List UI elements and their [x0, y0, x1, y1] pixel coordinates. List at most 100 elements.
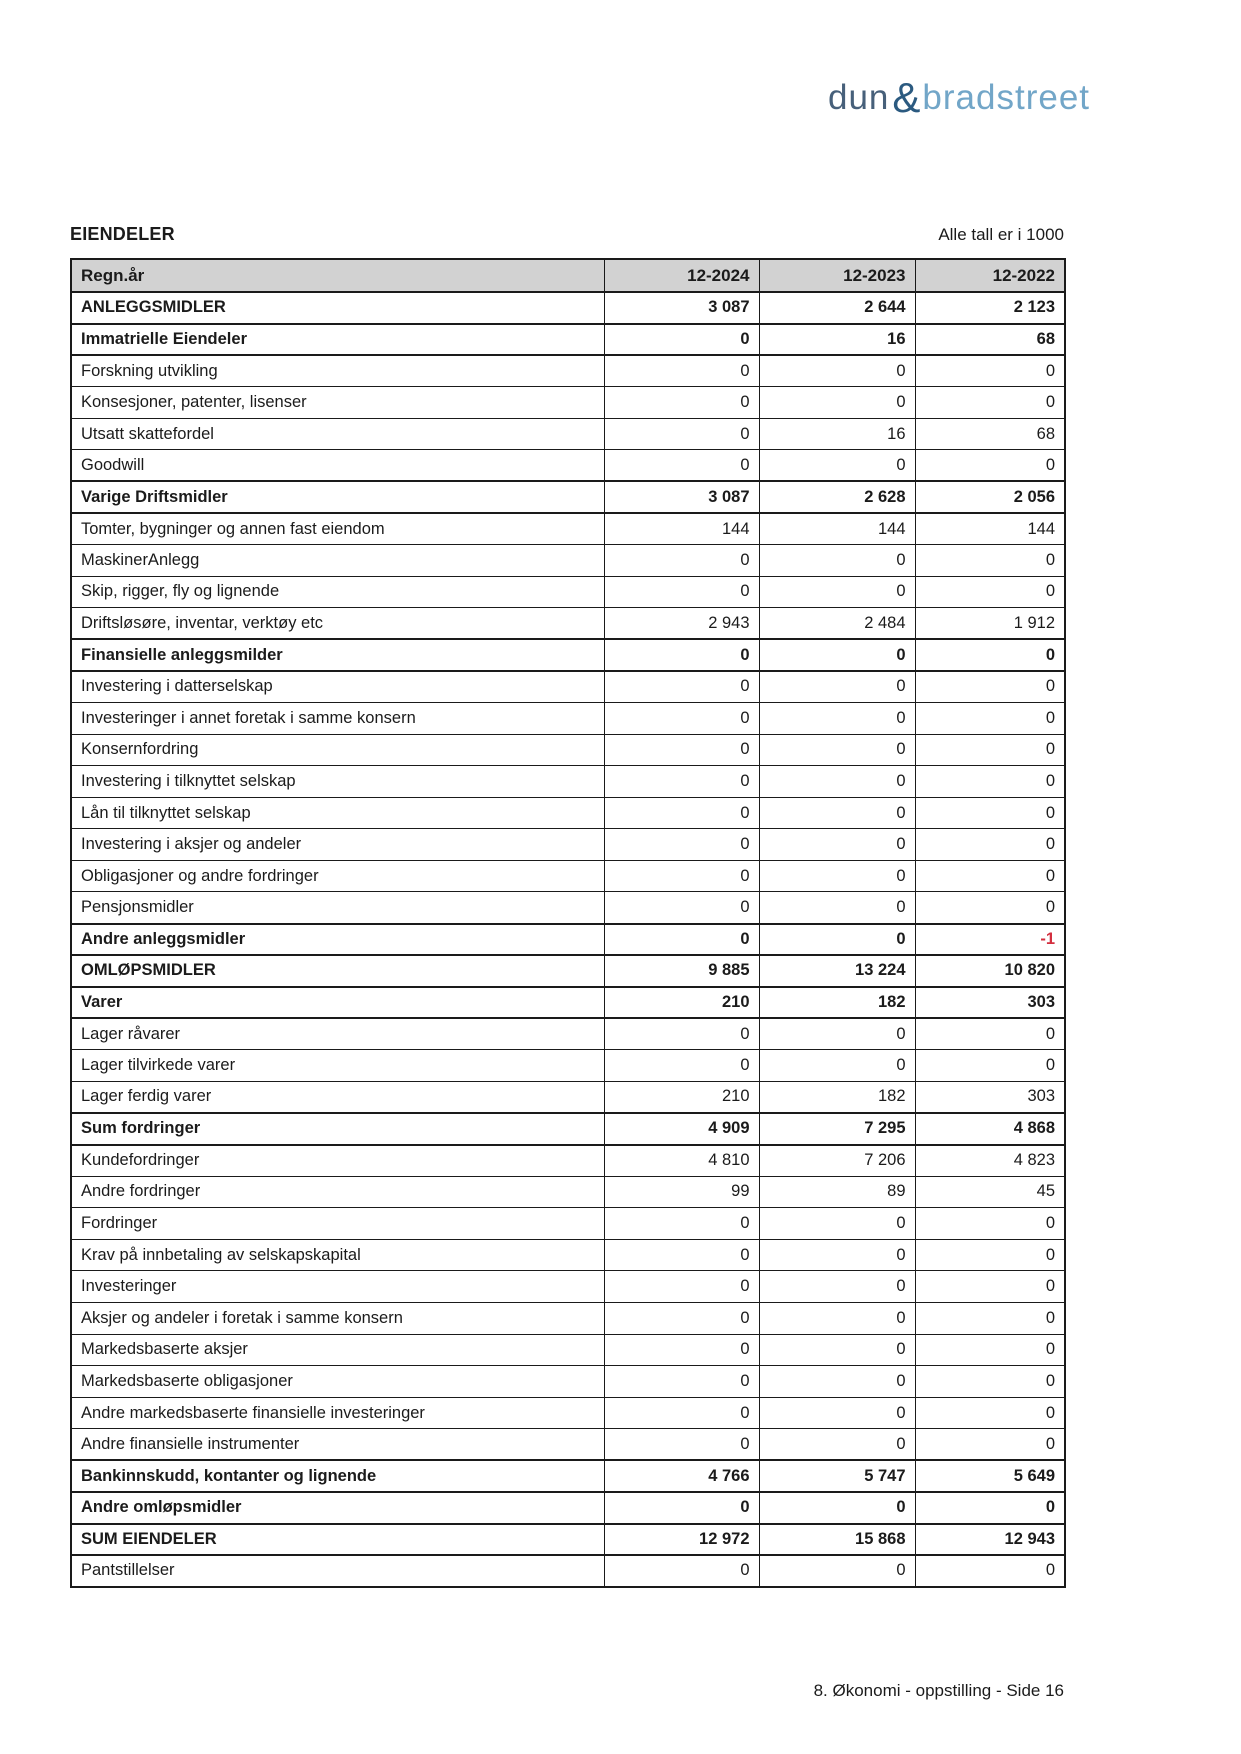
table-row: Konsernfordring 0 0 0 — [70, 733, 1066, 767]
row-value: 0 — [603, 544, 760, 577]
row-label: Fordringer — [70, 1207, 605, 1240]
row-value: 0 — [758, 1333, 916, 1367]
row-label: OMLØPSMIDLER — [70, 954, 605, 988]
row-label: Bankinnskudd, kontanter og lignende — [70, 1459, 605, 1493]
row-value: 0 — [603, 322, 760, 357]
page-title: EIENDELER — [70, 224, 175, 244]
row-value: 0 — [603, 575, 760, 609]
row-value: 0 — [758, 1428, 916, 1461]
page-footer: 8. Økonomi - oppstilling - Side 16 — [813, 1681, 1064, 1700]
row-label: Andre anleggsmidler — [70, 922, 605, 957]
row-label: Varer — [70, 985, 605, 1020]
row-value: 0 — [603, 1490, 760, 1525]
row-label: Investeringer — [70, 1270, 605, 1303]
row-value: 0 — [758, 1270, 916, 1303]
table-header-row: Regn.år 12-2024 12-2023 12-2022 — [70, 258, 1066, 293]
table-row: Investering i tilknyttet selskap 0 0 0 — [70, 765, 1066, 798]
table-row: Lager ferdig varer 210 182 303 — [70, 1080, 1066, 1114]
row-value: 0 — [603, 702, 760, 735]
table-row: MaskinerAnlegg 0 0 0 — [70, 544, 1066, 577]
row-value: 0 — [603, 1396, 760, 1430]
table-row: Andre markedsbaserte finansielle investe… — [70, 1396, 1066, 1430]
table-row: Driftsløsøre, inventar, verktøy etc 2 943… — [70, 607, 1066, 640]
row-value: 0 — [914, 575, 1066, 609]
row-value: 0 — [914, 1017, 1066, 1051]
row-value: 0 — [758, 859, 916, 893]
row-value: 4 823 — [914, 1144, 1066, 1177]
row-label: Investering i aksjer og andeler — [70, 828, 605, 861]
row-value: 0 — [758, 702, 916, 735]
row-value: 144 — [914, 512, 1066, 546]
row-value: 7 295 — [758, 1112, 916, 1146]
table-row: Sum fordringer 4 909 7 295 4 868 — [70, 1112, 1066, 1146]
table-row: Skip, rigger, fly og lignende 0 0 0 — [70, 575, 1066, 609]
table-row: Andre omløpsmidler 0 0 0 — [70, 1490, 1066, 1525]
row-value: 0 — [914, 828, 1066, 861]
column-header-12-2023: 12-2023 — [758, 258, 916, 293]
table-row: Andre finansielle instrumenter 0 0 0 — [70, 1428, 1066, 1461]
row-value: 0 — [603, 796, 760, 830]
column-header-12-2024: 12-2024 — [603, 258, 760, 293]
row-label: Lager ferdig varer — [70, 1080, 605, 1114]
row-value: 303 — [914, 985, 1066, 1020]
row-label: Andre omløpsmidler — [70, 1490, 605, 1525]
row-value: 0 — [758, 449, 916, 482]
ampersand-icon: & — [892, 74, 922, 121]
logo-text-dun: dun — [828, 78, 890, 117]
row-value: 0 — [758, 765, 916, 798]
row-value: 0 — [603, 1017, 760, 1051]
row-value: 12 943 — [914, 1522, 1066, 1557]
row-value: 89 — [758, 1175, 916, 1209]
row-value: 0 — [914, 386, 1066, 419]
row-value: 0 — [914, 449, 1066, 482]
table-row: ANLEGGSMIDLER 3 087 2 644 2 123 — [70, 291, 1066, 325]
row-value: 0 — [603, 1333, 760, 1367]
row-value: 0 — [603, 922, 760, 957]
row-value: 0 — [603, 1049, 760, 1082]
row-label: Utsatt skattefordel — [70, 417, 605, 451]
row-label: Tomter, bygninger og annen fast eiendom — [70, 512, 605, 546]
balance-table-body: ANLEGGSMIDLER 3 087 2 644 2 123 Immatrielle … — [70, 291, 1066, 1588]
table-row: Pantstillelser 0 0 0 — [70, 1554, 1066, 1588]
row-label: Markedsbaserte obligasjoner — [70, 1365, 605, 1398]
row-value: 0 — [914, 638, 1066, 672]
table-row: Finansielle anleggsmilder 0 0 0 — [70, 638, 1066, 672]
logo-text-bradstreet: bradstreet — [922, 78, 1091, 117]
row-value: 0 — [758, 1049, 916, 1082]
row-value: 4 868 — [914, 1112, 1066, 1146]
row-value: 0 — [758, 891, 916, 925]
row-value: 0 — [758, 386, 916, 419]
table-row: Lån til tilknyttet selskap 0 0 0 — [70, 796, 1066, 830]
table-row: Obligasjoner og andre fordringer 0 0 0 — [70, 859, 1066, 893]
row-value: 0 — [603, 354, 760, 388]
row-value: 2 943 — [603, 607, 760, 640]
row-value: 16 — [758, 322, 916, 357]
row-value: 0 — [758, 1017, 916, 1051]
row-value: 16 — [758, 417, 916, 451]
table-row: Konsesjoner, patenter, lisenser 0 0 0 — [70, 386, 1066, 419]
row-value: 5 747 — [758, 1459, 916, 1493]
row-value: 0 — [758, 1238, 916, 1272]
table-row: Varer 210 182 303 — [70, 985, 1066, 1020]
row-label: Immatrielle Eiendeler — [70, 322, 605, 357]
column-header-12-2022: 12-2022 — [914, 258, 1066, 293]
row-value: 0 — [758, 575, 916, 609]
row-value: 144 — [758, 512, 916, 546]
balance-sheet-table: Regn.år 12-2024 12-2023 12-2022 ANLEGGSM… — [70, 258, 1066, 1588]
row-value: 0 — [758, 1396, 916, 1430]
row-label: ANLEGGSMIDLER — [70, 291, 605, 325]
column-header-regnar: Regn.år — [70, 258, 605, 293]
row-value: 13 224 — [758, 954, 916, 988]
row-label: Goodwill — [70, 449, 605, 482]
row-value: 0 — [603, 1302, 760, 1335]
row-value: 45 — [914, 1175, 1066, 1209]
row-value: 0 — [914, 1302, 1066, 1335]
table-row: Utsatt skattefordel 0 16 68 — [70, 417, 1066, 451]
row-value: 0 — [603, 765, 760, 798]
row-value: 144 — [603, 512, 760, 546]
row-value: 0 — [758, 1207, 916, 1240]
row-value: 0 — [603, 1238, 760, 1272]
table-row: Bankinnskudd, kontanter og lignende 4 766… — [70, 1459, 1066, 1493]
table-row: Goodwill 0 0 0 — [70, 449, 1066, 482]
row-value: 4 810 — [603, 1144, 760, 1177]
